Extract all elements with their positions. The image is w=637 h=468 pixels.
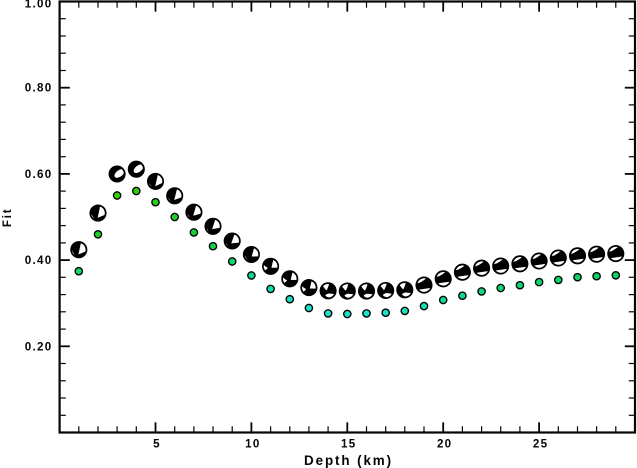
- svg-text:15: 15: [341, 438, 357, 451]
- svg-text:1.00: 1.00: [25, 0, 53, 11]
- svg-text:0.80: 0.80: [25, 82, 53, 95]
- svg-text:0.60: 0.60: [25, 168, 53, 181]
- svg-text:0.20: 0.20: [25, 340, 53, 353]
- svg-text:10: 10: [245, 438, 261, 451]
- svg-text:25: 25: [533, 438, 549, 451]
- svg-text:Fit: Fit: [1, 208, 14, 228]
- svg-text:5: 5: [153, 438, 161, 451]
- svg-text:0.40: 0.40: [25, 254, 53, 267]
- svg-text:Depth (km): Depth (km): [304, 453, 393, 468]
- svg-text:20: 20: [437, 438, 453, 451]
